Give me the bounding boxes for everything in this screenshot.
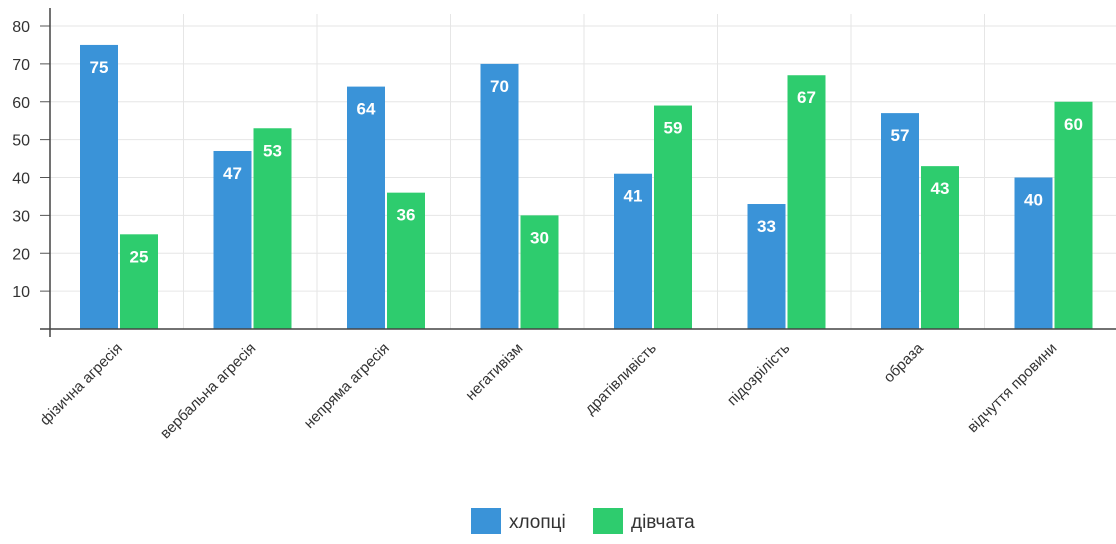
bar-value-label: 53 [263, 141, 282, 160]
bar-value-label: 33 [757, 217, 776, 236]
legend-swatch [593, 508, 623, 534]
bar-boys [614, 173, 652, 329]
bar-boys [480, 63, 519, 329]
bar-girls [1054, 101, 1093, 329]
bar-value-label: 30 [530, 228, 549, 247]
bar-value-label: 25 [130, 247, 149, 266]
legend-swatch [471, 508, 501, 534]
y-tick-label: 50 [12, 133, 30, 150]
bar-value-label: 67 [797, 88, 816, 107]
bar-value-label: 57 [891, 126, 910, 145]
y-tick-label: 70 [12, 57, 30, 74]
x-tick-label: вербальна агресія [157, 340, 259, 442]
bar-girls [387, 192, 425, 329]
legend-label: дівчата [631, 512, 695, 533]
bar-value-label: 43 [931, 179, 950, 198]
bar-value-label: 41 [624, 187, 643, 206]
bar-value-label: 59 [664, 119, 683, 138]
bar-boys [1014, 177, 1053, 329]
bar-value-label: 40 [1024, 191, 1043, 210]
y-tick-label: 30 [12, 208, 30, 225]
y-tick-label: 20 [12, 246, 30, 263]
bar-girls [921, 166, 959, 329]
y-tick-label: 10 [12, 284, 30, 301]
bar-value-label: 36 [397, 206, 416, 225]
bar-girls [253, 128, 292, 329]
bar-girls [654, 105, 692, 329]
bar-boys [213, 150, 252, 329]
y-tick-label: 60 [12, 95, 30, 112]
bar-girls [520, 215, 559, 329]
x-tick-label: фізична агресія [37, 340, 126, 429]
bar-girls [787, 75, 826, 329]
bar-boys [747, 204, 786, 329]
y-tick-label: 40 [12, 171, 30, 188]
x-tick-label: підозрілість [724, 340, 794, 410]
bar-value-label: 70 [490, 77, 509, 96]
bar-boys [881, 113, 919, 329]
bar-girls [120, 234, 158, 329]
x-tick-label: непряма агресія [301, 340, 393, 432]
legend-label: хлопці [509, 512, 566, 533]
x-tick-label: відчуття провини [964, 340, 1060, 436]
legend: хлопці дівчата [471, 508, 695, 534]
x-tick-label: негативізм [462, 340, 526, 404]
bar-value-label: 47 [223, 164, 242, 183]
x-tick-label: образа [880, 339, 927, 386]
x-tick-label: дратівливість [582, 340, 660, 418]
bar-value-label: 60 [1064, 115, 1083, 134]
bars-layer: 75 25 47 53 64 36 70 30 41 59 33 67 57 43 40 60 [80, 44, 1093, 329]
y-tick-label: 80 [12, 19, 30, 36]
bar-value-label: 75 [90, 58, 109, 77]
bar-boys [347, 86, 385, 329]
bar-boys [80, 44, 118, 329]
bar-value-label: 64 [357, 100, 376, 119]
